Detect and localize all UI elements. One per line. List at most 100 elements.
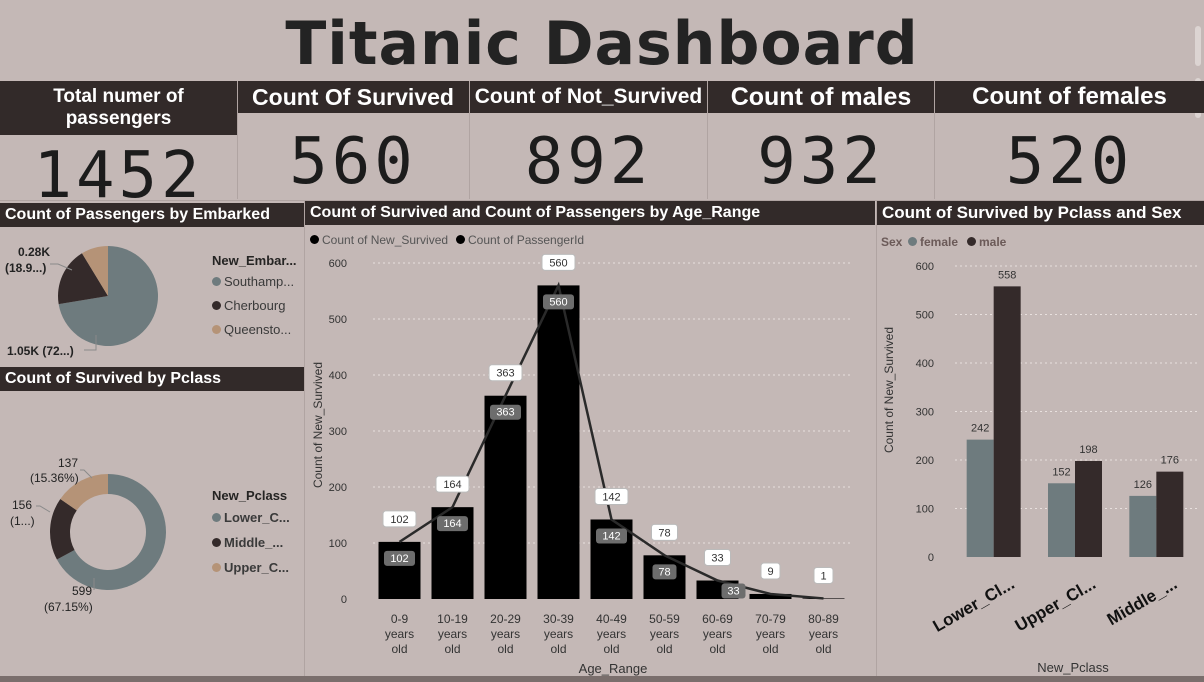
legend-item-southampton[interactable]: Southamp... [212, 274, 294, 289]
x-tick-label: years [809, 627, 838, 641]
card-label: Total numer of passengers [0, 81, 237, 135]
embarked-pie-chart[interactable]: 0.28K (18.9...) 1.05K (72...) [0, 232, 304, 362]
x-tick-label: old [815, 642, 831, 656]
x-tick-label: years [544, 627, 573, 641]
card-count-males: Count of males 932 [708, 81, 934, 199]
line-label-bg [594, 487, 629, 505]
legend-item-queenstown[interactable]: Queensto... [212, 322, 291, 337]
pclass-sex-bar-chart[interactable]: 0 100 200 300 400 500 600 242 558 Lower_Cl... 152… [877, 250, 1204, 676]
bar-label-bg [384, 550, 415, 566]
card-value: 932 [757, 125, 885, 199]
bar-label-bg [490, 404, 521, 420]
sex-x-axis-label: New_Pclass [1037, 660, 1109, 675]
donut-label-lower-value: 599 [72, 584, 92, 598]
bar-data-label: 152 [1052, 466, 1070, 478]
x-tick-label: years [438, 627, 467, 641]
line-data-label: 1 [820, 570, 826, 582]
x-tick-label: years [597, 627, 626, 641]
card-value: 892 [524, 125, 653, 199]
y-tick-label: 0 [928, 552, 934, 564]
embarked-label-top: 0.28K [18, 245, 50, 259]
legend-item-cherbourg[interactable]: Cherbourg [212, 298, 285, 313]
y-tick-label: 500 [329, 314, 347, 326]
y-tick-label: 400 [329, 370, 347, 382]
y-tick-label: 200 [329, 482, 347, 494]
legend-item-lower-class[interactable]: Lower_C... [212, 510, 290, 525]
line-label-bg [435, 475, 470, 493]
x-tick-label: years [703, 627, 732, 641]
card-label: Count of Not_Survived [470, 81, 707, 113]
legend-item-female[interactable]: female [908, 235, 958, 249]
legend-item-middle-class[interactable]: Middle_... [212, 535, 283, 550]
donut-label-lower-pct: (67.15%) [44, 600, 93, 614]
y-tick-label: 200 [916, 455, 934, 467]
survived-line [398, 281, 824, 600]
embarked-legend-title: New_Embar... [212, 253, 297, 268]
scrollbar[interactable] [1195, 26, 1201, 66]
card-value: 520 [1005, 125, 1134, 199]
bar-data-label: 176 [1161, 455, 1179, 467]
x-tick-label: 20-29 [490, 612, 521, 626]
card-count-survived: Count Of Survived 560 [237, 81, 469, 199]
age-bar [802, 598, 845, 599]
x-tick-label: years [385, 627, 414, 641]
donut-label-middle-pct: (1...) [10, 514, 35, 528]
age-bar [749, 593, 792, 599]
x-tick-label: old [444, 642, 460, 656]
pclass-donut-chart[interactable]: 137 (15.36%) 156 (1...) 599 (67.15%) [0, 450, 210, 620]
card-label: Count of females [935, 81, 1204, 113]
pie-slice-2 [58, 253, 108, 305]
pie-slice-2 [50, 498, 77, 560]
y-tick-label: 500 [916, 310, 934, 322]
line-label-bg [541, 253, 576, 271]
x-tick-label: 40-49 [596, 612, 627, 626]
y-tick-label: 100 [329, 538, 347, 550]
x-tick-label: 30-39 [543, 612, 574, 626]
bar-female [1048, 483, 1075, 557]
pie-slice-1 [56, 474, 166, 590]
legend-item-count-passengerid[interactable]: Count of PassengerId [456, 233, 584, 247]
bar-data-label: 198 [1079, 444, 1097, 456]
x-tick-label: old [497, 642, 513, 656]
bar-label-bg [437, 516, 468, 532]
bar-female [966, 439, 994, 557]
line-label-bg [651, 523, 678, 541]
line-data-label: 9 [767, 566, 773, 578]
embarked-label-bottom: 1.05K (72...) [7, 344, 74, 358]
bar-data-label: 558 [998, 269, 1016, 281]
bar-data-label: 78 [658, 566, 670, 578]
pie-slice-3 [82, 246, 108, 296]
card-value: 560 [289, 125, 417, 199]
donut-label-upper-pct: (15.36%) [30, 471, 79, 485]
x-tick-label: 80-89 [808, 612, 839, 626]
pclass-donut-title: Count of Survived by Pclass [0, 367, 304, 391]
donut-label-middle-value: 156 [12, 498, 32, 512]
line-data-label: 78 [658, 527, 670, 539]
bar-label-bg [543, 294, 574, 310]
line-label-bg [382, 510, 417, 528]
bar-male [993, 286, 1021, 557]
donut-label-upper-value: 137 [58, 456, 78, 470]
bar-label-bg [721, 583, 746, 599]
x-tick-label: old [762, 642, 778, 656]
embarked-chart-title: Count of Passengers by Embarked [0, 203, 304, 227]
bar-data-label: 164 [443, 518, 461, 530]
bar-data-label: 126 [1134, 479, 1152, 491]
age-bar [484, 395, 527, 599]
card-count-females: Count of females 520 [935, 81, 1204, 199]
line-data-label: 102 [390, 514, 408, 526]
line-data-label: 560 [549, 257, 567, 269]
legend-item-male[interactable]: male [967, 235, 1006, 249]
x-tick-label: Middle_... [1104, 574, 1181, 629]
bar-data-label: 142 [602, 530, 620, 542]
bar-data-label: 363 [496, 407, 514, 419]
age-bar [537, 285, 580, 599]
line-data-label: 164 [443, 479, 461, 491]
sex-y-axis-label: Count of New_Survived [882, 327, 896, 453]
x-tick-label: 70-79 [755, 612, 786, 626]
age-x-axis-label: Age_Range [579, 661, 648, 676]
legend-item-count-survived[interactable]: Count of New_Survived [310, 233, 448, 247]
y-tick-label: 300 [329, 426, 347, 438]
legend-item-upper-class[interactable]: Upper_C... [212, 560, 289, 575]
